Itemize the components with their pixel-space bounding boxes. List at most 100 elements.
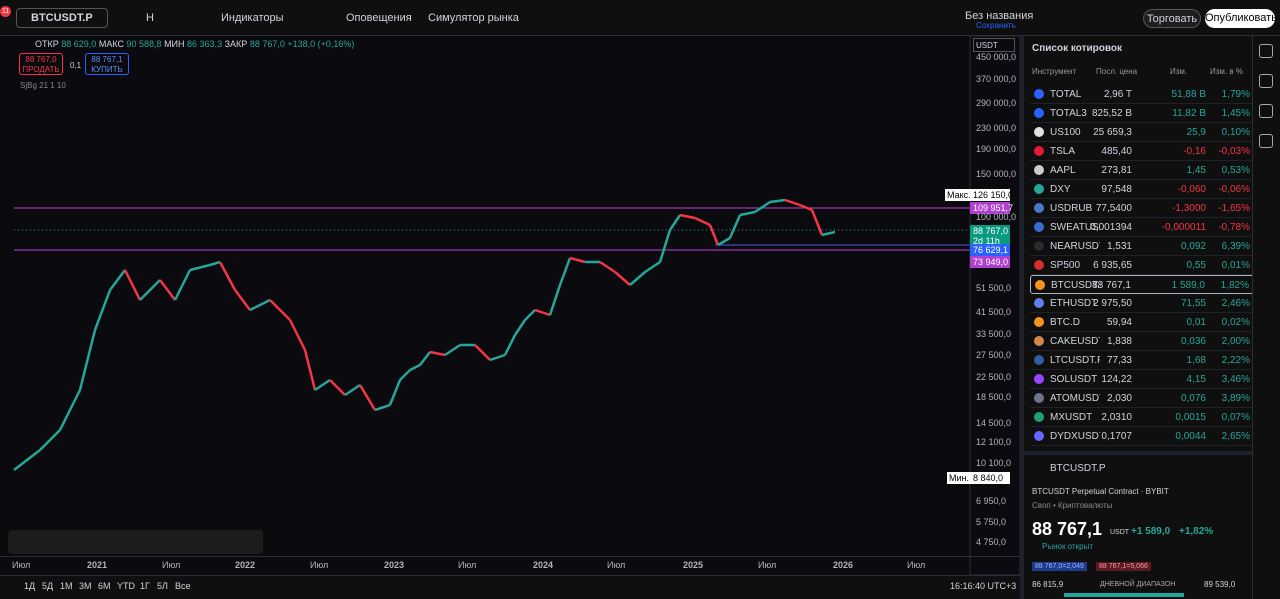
price-axis [969,36,1020,575]
watchlist-price: 1,531 [1106,241,1132,252]
watchlist-change: 1 589,0 [1171,280,1205,291]
level-high-label: 109 951,7 [970,202,1013,214]
side-icon[interactable] [1259,74,1273,88]
range-button[interactable]: 5Д [42,581,54,591]
watchlist-change: -0,16 [1183,146,1206,157]
watchlist-change: 0,0044 [1175,431,1206,442]
watchlist-title[interactable]: Список котировок [1032,43,1122,54]
exchange: BYBIT [1145,487,1169,496]
watchlist-row[interactable]: NEARUSDT 1,531 0,092 6,39% [1030,237,1256,256]
range-button[interactable]: Все [175,581,191,591]
watchlist-row[interactable]: ATOMUSDT 2,030 0,076 3,89% [1030,389,1256,408]
watchlist-row[interactable]: MXUSDT 2,0310 0,0015 0,07% [1030,408,1256,427]
price-segment [534,308,551,317]
watchlist-row[interactable]: TOTAL3 825,52 B 11,82 B 1,45% [1030,104,1256,123]
side-icon[interactable] [1259,104,1273,118]
side-icons [1252,36,1280,599]
price-tick-label: 100 000,0 [976,212,1017,222]
indicator-legend: SjBg 21 1 10 [20,81,66,90]
price-segment [769,198,786,204]
currency-select[interactable]: USDT [973,38,1015,52]
buy-price: 88 767,1 [91,55,123,64]
watchlist-row[interactable]: USDRUB 77,5400 -1,3000 -1,65% [1030,199,1256,218]
watchlist-change: 71,55 [1180,298,1206,309]
watchlist-name: AAPL [1050,165,1076,176]
watchlist-row[interactable]: US100 25 659,3 25,9 0,10% [1030,123,1256,142]
price-segment [58,389,82,431]
indicators-button[interactable]: Индикаторы [221,12,284,24]
price-segment [374,403,391,412]
watchlist-row[interactable]: ETHUSDT 2 975,50 71,55 2,46% [1030,294,1256,313]
price-segment [303,349,317,391]
range-button[interactable]: 1Г [140,581,150,591]
range-button[interactable]: 6М [98,581,111,591]
range-low: 86 815,9 [1032,580,1064,589]
publish-button[interactable]: Опубликовать [1205,9,1277,28]
range-button[interactable]: 3М [79,581,92,591]
range-button[interactable]: 1Д [24,581,36,591]
price-tick-label: 18 500,0 [976,392,1012,402]
watchlist-row[interactable]: DXY 97,548 -0,060 -0,06% [1030,180,1256,199]
watchlist-name: BTC.D [1050,317,1080,328]
watchlist-pct: 2,00% [1221,336,1250,347]
max-label: Макс. [945,189,973,201]
watchlist-change: -0,000011 [1161,222,1206,233]
watchlist-row[interactable]: SWEATUSDT0,001394 -0,000011 -0,78% [1030,218,1256,237]
sell-label: ПРОДАТЬ [22,65,60,74]
range-button[interactable]: 1М [60,581,73,591]
price-segment [93,289,112,331]
interval-button[interactable]: H [146,12,154,24]
watchlist-pct: 0,02% [1221,317,1250,328]
last-price: 88 767,0 [973,226,1009,236]
save-button[interactable]: Сохранить [976,21,1016,30]
sell-button[interactable]: 88 767,0 ПРОДАТЬ [19,53,63,75]
range-bar [1064,593,1184,597]
price-segment [810,209,824,236]
price-tick-label: 190 000,0 [976,144,1017,154]
alerts-button[interactable]: Оповещения [346,12,412,24]
buy-button[interactable]: 88 767,1 КУПИТЬ [85,53,129,75]
price-segment [234,289,251,311]
replay-button[interactable]: Симулятор рынка [428,12,519,24]
drawing-toolbar[interactable] [8,530,263,554]
level-mid-label: 76 629,1 [970,244,1010,256]
watchlist-row[interactable]: TOTAL 2,96 T 51,88 B 1,79% [1030,85,1256,104]
price-tick-label: 22 500,0 [976,372,1012,382]
watchlist-row[interactable]: DYDXUSDT 0,1707 0,0044 2,65% [1030,427,1256,446]
watchlist-row[interactable]: BTCUSDT.P88 767,1 1 589,0 1,82% [1030,275,1256,294]
watchlist-row[interactable]: CAKEUSDT 1,838 0,036 2,00% [1030,332,1256,351]
watchlist-name: SWEATUSDT [1050,222,1100,233]
symbol-search[interactable]: BTCUSDT.P [16,8,108,28]
price-tick-label: 10 100,0 [976,458,1012,468]
symbol-icon [1034,298,1044,308]
range-button[interactable]: 5Л [157,581,168,591]
price-segment [419,351,431,366]
time-tick-label: Июл [607,560,626,570]
watchlist-row[interactable]: AAPL 273,81 1,45 0,53% [1030,161,1256,180]
min-value: 8 840,0 [970,472,1010,484]
price-segment [658,229,672,263]
value: 90 588,8 [126,39,162,49]
watchlist-price: 2,0310 [1101,412,1132,423]
watchlist-name: TSLA [1050,146,1076,157]
watchlist-row[interactable]: SOLUSDT 124,22 4,15 3,46% [1030,370,1256,389]
trade-button[interactable]: Торговать [1143,9,1201,28]
watchlist-change: 0,0015 [1175,412,1206,423]
label: МИН [164,39,185,49]
side-icon[interactable] [1259,134,1273,148]
watchlist-row[interactable]: TSLA 485,40 -0,16 -0,03% [1030,142,1256,161]
watchlist-change: -1,3000 [1172,203,1206,214]
watchlist-row[interactable]: LTCUSDT.P 77,33 1,68 2,22% [1030,351,1256,370]
bottom-bar: 16:16:40 UTC+3 1Д 5Д 1М 3М 6М YTD 1Г 5Л Все [0,575,1020,599]
watchlist-name: SOLUSDT [1050,374,1098,385]
watchlist-row[interactable]: BTC.D 59,94 0,01 0,02% [1030,313,1256,332]
watchlist-name: BTCUSDT.P [1051,280,1101,291]
range-button[interactable]: YTD [117,581,135,591]
price-tick-label: 4 750,0 [976,537,1007,547]
layout-name[interactable]: Без названия [965,10,1034,22]
price-segment [708,224,720,246]
watchlist-name: MXUSDT [1050,412,1093,423]
watchlist-row[interactable]: SP500 6 935,65 0,55 0,01% [1030,256,1256,275]
watchlist-price: 124,22 [1101,374,1132,385]
side-icon[interactable] [1259,44,1273,58]
